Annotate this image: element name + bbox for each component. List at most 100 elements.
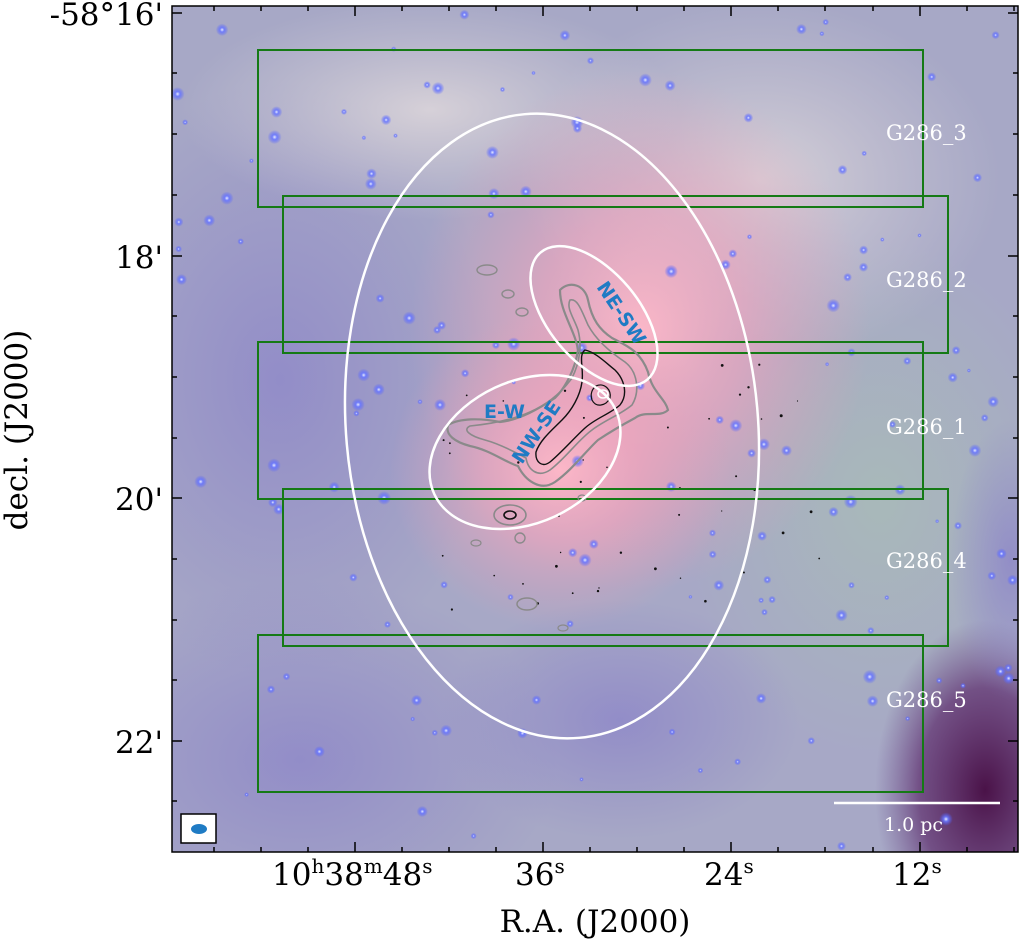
star xyxy=(884,595,890,601)
region-box-g286-2 xyxy=(282,195,949,354)
star xyxy=(372,383,385,396)
star xyxy=(743,113,754,123)
contour-speck xyxy=(818,557,821,560)
contour-speck xyxy=(738,393,742,396)
contour-speck xyxy=(442,439,445,442)
star xyxy=(822,18,829,26)
x-tick-label: 36s xyxy=(515,854,565,893)
contour-speck xyxy=(493,574,496,577)
star xyxy=(491,341,500,350)
contour-core-ring xyxy=(597,389,609,399)
region-box-g286-4 xyxy=(282,488,949,647)
contour-speck xyxy=(450,608,453,611)
scale-bar: 1.0 pc xyxy=(834,801,1000,836)
contour-speck xyxy=(441,554,444,557)
star xyxy=(758,597,765,604)
contour-speck xyxy=(796,400,799,402)
star xyxy=(796,23,807,35)
star xyxy=(917,233,922,238)
x-tick-label: 10h38m48s xyxy=(272,854,432,893)
plot-axes xyxy=(171,5,1019,853)
star xyxy=(531,695,542,705)
region-label-g286-4: G286_4 xyxy=(886,549,967,573)
star xyxy=(380,114,392,126)
star xyxy=(375,294,385,303)
star xyxy=(858,262,869,272)
star xyxy=(757,531,767,541)
star xyxy=(757,438,771,451)
star xyxy=(578,553,592,567)
star xyxy=(349,573,358,582)
contour-speck xyxy=(779,414,783,418)
star xyxy=(579,777,584,782)
contour-speck xyxy=(747,386,750,389)
contour-core xyxy=(590,384,611,406)
star xyxy=(747,448,757,458)
contour-clump xyxy=(476,264,498,276)
tick-marks xyxy=(172,6,1018,852)
star xyxy=(519,185,532,198)
contour-speck xyxy=(555,564,558,568)
star xyxy=(715,415,724,425)
contour-speck xyxy=(448,452,451,455)
region-box-g286-3 xyxy=(257,49,924,208)
scale-bar-label: 1.0 pc xyxy=(884,814,943,836)
star xyxy=(843,494,858,509)
star xyxy=(351,398,365,412)
contour-speck xyxy=(735,475,738,478)
star xyxy=(175,245,183,253)
star xyxy=(664,80,676,92)
star xyxy=(848,581,855,589)
star xyxy=(499,86,506,93)
star xyxy=(824,362,830,367)
x-axis-label: R.A. (J2000) xyxy=(500,904,691,940)
contour-clump xyxy=(501,289,515,299)
star xyxy=(357,368,371,382)
star xyxy=(440,581,448,589)
star xyxy=(559,30,571,41)
region-label-g286-2: G286_2 xyxy=(886,268,967,292)
star xyxy=(927,72,937,82)
contour-speck xyxy=(449,442,451,445)
y-tick-label: -58°16' xyxy=(50,0,163,33)
star xyxy=(972,173,983,183)
ellipses xyxy=(343,112,761,740)
contour-speck xyxy=(598,587,600,589)
star xyxy=(384,621,391,628)
contour-speck xyxy=(502,400,505,402)
star xyxy=(697,767,704,774)
star xyxy=(859,245,869,255)
star xyxy=(176,274,187,285)
star xyxy=(837,841,846,851)
star xyxy=(807,737,816,745)
star xyxy=(746,234,753,240)
star xyxy=(393,133,398,139)
star xyxy=(996,548,1007,559)
star xyxy=(781,445,792,457)
contour-speck xyxy=(571,592,574,595)
star xyxy=(470,832,477,840)
star xyxy=(761,608,768,616)
star xyxy=(708,529,717,537)
region-label-g286-3: G286_3 xyxy=(886,121,967,145)
contour-speck xyxy=(619,551,623,554)
star xyxy=(172,87,185,101)
star xyxy=(402,311,416,325)
star xyxy=(866,695,879,707)
contour-inner xyxy=(535,349,626,466)
star xyxy=(862,669,877,684)
star xyxy=(431,729,438,736)
contour-clump xyxy=(557,624,569,632)
star xyxy=(273,503,285,515)
plot-frame xyxy=(171,5,1019,853)
contour-speck xyxy=(720,364,724,367)
star xyxy=(968,444,982,457)
x-tick-label: 12s xyxy=(892,854,942,893)
star xyxy=(431,81,445,95)
star xyxy=(763,575,772,584)
emission-contours xyxy=(446,264,670,632)
contour-speck xyxy=(721,510,723,512)
star xyxy=(768,595,776,604)
star xyxy=(665,481,677,493)
